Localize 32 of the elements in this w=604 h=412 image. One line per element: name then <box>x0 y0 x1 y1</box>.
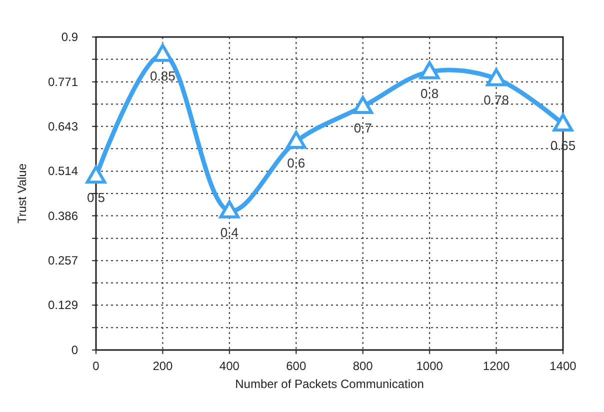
x-tick-label: 1200 <box>482 359 510 373</box>
data-label: 0.4 <box>220 224 238 240</box>
point <box>486 68 506 86</box>
x-axis-title: Number of Packets Communication <box>235 377 424 391</box>
y-tick-label: 0.129 <box>48 298 78 312</box>
x-tick-label: 200 <box>152 359 174 373</box>
y-tick-label: 0.257 <box>48 254 78 268</box>
y-tick-label: 0.386 <box>48 208 78 223</box>
point <box>552 113 574 132</box>
x-tick-label: 1000 <box>416 359 444 373</box>
y-tick-label: 0.9 <box>61 30 78 44</box>
x-tick-label: 800 <box>352 359 374 373</box>
y-tick-label: 0 <box>71 343 78 357</box>
data-label: 0.8 <box>420 86 439 101</box>
data-label: 0.78 <box>484 92 509 108</box>
y-tick-label: 0.514 <box>48 164 78 178</box>
point <box>86 166 106 184</box>
point <box>286 130 306 149</box>
x-tick-label: 1400 <box>550 359 577 373</box>
point <box>219 200 240 218</box>
y-tick-label: 0.771 <box>48 74 78 89</box>
data-label: 0.85 <box>150 68 176 84</box>
x-tick-label: 400 <box>219 359 240 373</box>
y-tick-label: 0.643 <box>48 119 78 134</box>
x-tick-label: 600 <box>286 359 306 373</box>
point <box>352 96 374 114</box>
point <box>419 61 440 80</box>
data-label: 0.7 <box>354 120 372 136</box>
point <box>152 44 173 62</box>
x-tick-label: 0 <box>92 359 100 373</box>
data-label: 0.6 <box>287 155 306 170</box>
y-axis-title: Trust Value <box>15 163 29 224</box>
